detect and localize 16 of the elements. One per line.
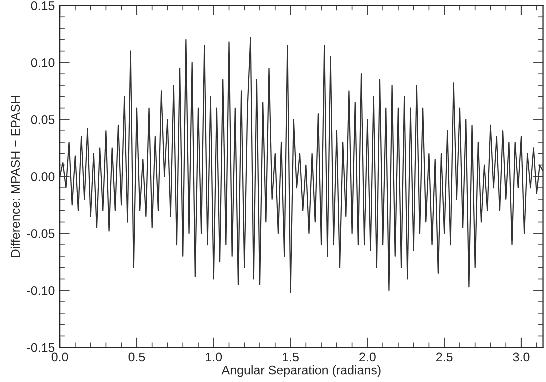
x-tick-label: 2.0 (360, 352, 376, 362)
y-tick-label: -0.15 (27, 343, 55, 352)
x-tick-label: 1.0 (206, 352, 222, 362)
x-tick-label: 0.0 (52, 352, 68, 362)
y-tick-label: 0.00 (31, 172, 55, 182)
y-tick-label: 0.15 (31, 2, 55, 10)
y-tick-label: -0.05 (27, 229, 55, 238)
y-tick-label: 0.10 (31, 58, 55, 68)
x-tick-label: 2.5 (436, 352, 453, 362)
y-tick-label: -0.10 (27, 286, 55, 296)
x-tick-label: 0.5 (128, 352, 146, 362)
y-tick-label: 0.05 (31, 115, 55, 124)
y-axis-title: Difference: MPASH − EPASH (10, 96, 20, 258)
x-tick-label: 1.5 (283, 352, 299, 362)
x-tick-label: 3.0 (513, 352, 530, 362)
x-axis-title: Angular Separation (radians) (222, 366, 381, 378)
